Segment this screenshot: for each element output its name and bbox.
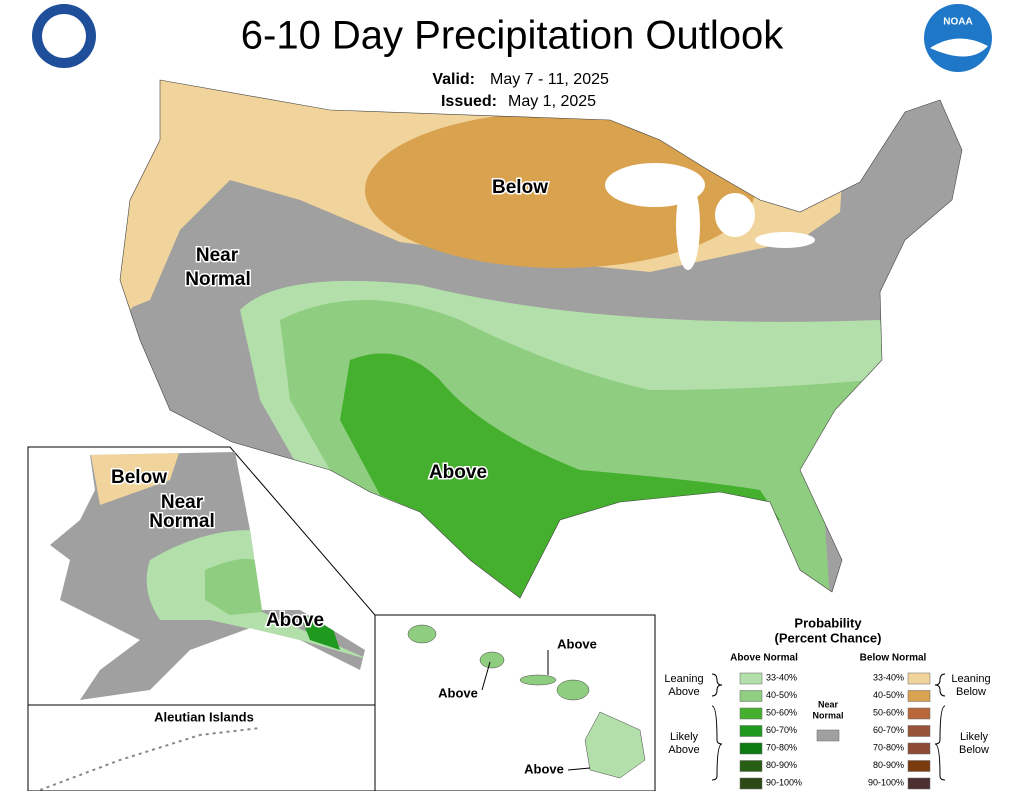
hi-label: Above: [557, 636, 597, 651]
legend-group: Above: [668, 686, 699, 698]
big-island: [584, 711, 646, 779]
lake-erie: [755, 232, 815, 248]
legend-near-swatch: [816, 729, 840, 742]
legend-label: 40-50%: [873, 690, 904, 700]
legend-swatch: [739, 742, 763, 755]
legend-label: 33-40%: [766, 672, 797, 682]
legend-braces: [711, 673, 946, 781]
conus-outline: [119, 79, 963, 599]
conus-below-label: Below: [492, 177, 548, 198]
noaa-bird: [930, 38, 988, 57]
legend-label: 90-100%: [868, 777, 904, 787]
legend-group: Below: [956, 686, 986, 698]
molokai: [519, 674, 557, 686]
legend-swatch: [907, 690, 931, 702]
conus-above-label: Above: [429, 462, 487, 483]
legend-swatch: [739, 760, 763, 772]
legend-label: 33-40%: [873, 672, 904, 682]
above-50-region: [340, 353, 780, 598]
oahu: [479, 651, 505, 669]
legend-group: Leaning: [664, 673, 703, 685]
legend-swatch: [739, 690, 763, 702]
ak-above-40: [205, 558, 262, 615]
legend-group: Below: [959, 744, 989, 756]
kauai: [407, 624, 437, 644]
conus-near-label: Near: [196, 245, 239, 266]
seal-inner: [42, 14, 86, 58]
legend-title: (Percent Chance): [775, 630, 882, 645]
lake-michigan: [676, 180, 700, 270]
legend-group: Leaning: [951, 673, 990, 685]
legend-label: 90-100%: [766, 777, 802, 787]
maui: [556, 679, 590, 701]
legend-group: Likely: [670, 731, 699, 743]
legend-swatch: [907, 725, 931, 737]
legend-label: 60-70%: [873, 725, 904, 735]
ak-below-region: [90, 452, 180, 505]
legend-label: 50-60%: [873, 707, 904, 717]
issued-date: May 1, 2025: [508, 93, 596, 110]
legend-label: 40-50%: [766, 690, 797, 700]
legend-label: 80-90%: [873, 760, 904, 770]
legend-swatch: [739, 707, 763, 720]
legend-swatch: [907, 707, 931, 720]
valid-dates: May 7 - 11, 2025: [490, 71, 609, 88]
hi-label: Above: [524, 761, 564, 776]
hawaii-pointers: [481, 650, 591, 771]
legend-swatch: [739, 725, 763, 737]
conus-near-label: Normal: [185, 269, 250, 290]
legend-title: Probability: [794, 615, 862, 630]
legend-label: 70-80%: [873, 742, 904, 752]
legend-swatch: [907, 672, 931, 685]
title: 6-10 Day Precipitation Outlook: [241, 14, 785, 58]
noaa-logo: [924, 4, 992, 72]
aleutian-inset: [27, 704, 376, 791]
below-region: [365, 112, 755, 268]
legend-header: Above Normal: [730, 653, 798, 664]
legend-label: 50-60%: [766, 707, 797, 717]
logo-text: NOAA: [943, 17, 972, 28]
issued-label: Issued:: [441, 93, 497, 110]
legend-near: Normal: [812, 710, 843, 720]
legend-label: 80-90%: [766, 760, 797, 770]
aleutian-islands: [39, 727, 261, 791]
ak-near-label: Normal: [149, 511, 214, 532]
legend-label: 70-80%: [766, 742, 797, 752]
aleutian-title: Aleutian Islands: [154, 709, 254, 724]
lake-huron: [715, 193, 755, 237]
hi-label: Above: [438, 685, 478, 700]
ak-below-label: Below: [111, 467, 167, 488]
legend-label: 60-70%: [766, 725, 797, 735]
legend-swatch: [907, 777, 931, 790]
legend-swatch: [907, 760, 931, 772]
valid-label: Valid:: [432, 71, 475, 88]
legend-group: Likely: [960, 731, 989, 743]
legend-header: Below Normal: [860, 653, 927, 664]
legend-swatch: [907, 742, 931, 755]
legend-near: Near: [818, 699, 839, 709]
legend-swatch: [739, 777, 763, 790]
legend-group: Above: [668, 744, 699, 756]
ak-above-label: Above: [266, 610, 324, 631]
legend-swatch: [739, 672, 763, 685]
ak-near-label: Near: [161, 492, 204, 513]
